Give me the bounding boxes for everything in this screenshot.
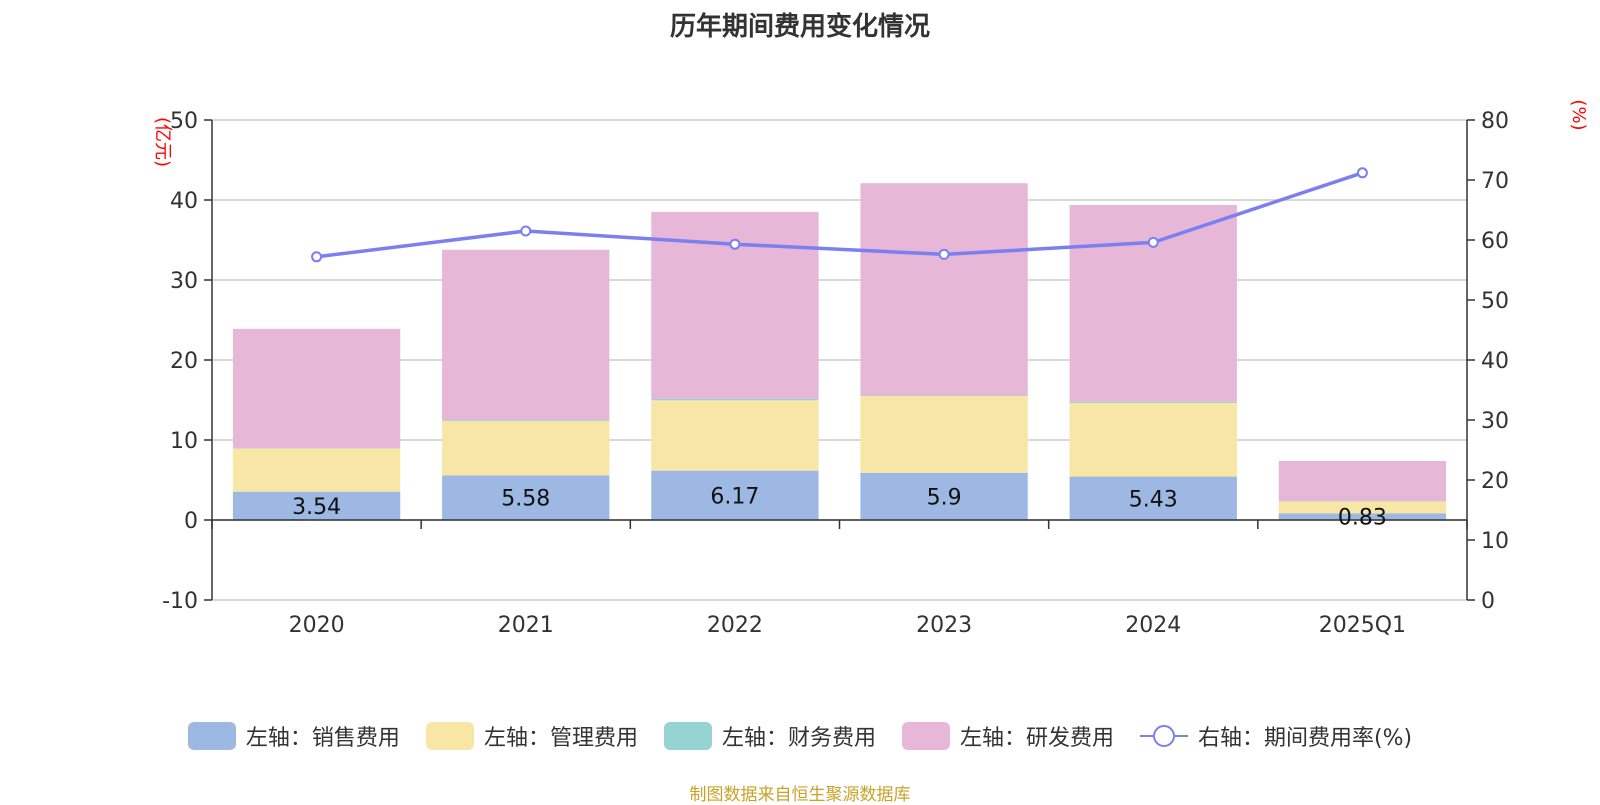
bar-admin: [442, 421, 609, 475]
bar-admin: [651, 400, 818, 470]
right-tick-label: 80: [1481, 109, 1509, 134]
legend: 左轴：销售费用 左轴：管理费用 左轴：财务费用 左轴：研发费用 右轴：期间费用率…: [0, 720, 1600, 752]
legend-item-admin[interactable]: 左轴：管理费用: [426, 720, 638, 752]
legend-label: 左轴：管理费用: [484, 720, 638, 752]
bar-admin: [233, 448, 400, 491]
legend-swatch-sales: [188, 722, 236, 750]
data-label: 0.83: [1338, 506, 1387, 531]
data-label: 3.54: [292, 495, 341, 520]
data-label: 5.9: [927, 485, 962, 510]
x-tick-label: 2023: [916, 613, 972, 638]
legend-label: 左轴：销售费用: [246, 720, 400, 752]
bars: [233, 183, 1446, 520]
bar-rd: [1279, 461, 1446, 501]
bar-finance: [1070, 402, 1237, 403]
data-label: 6.17: [710, 484, 759, 509]
legend-item-rate[interactable]: 右轴：期间费用率(%): [1140, 720, 1412, 752]
left-tick-label: 40: [170, 189, 198, 214]
rate-point: [940, 250, 949, 259]
right-axis-unit: (%): [1568, 99, 1589, 130]
bar-rd: [1070, 205, 1237, 402]
right-tick-label: 50: [1481, 289, 1509, 314]
left-tick-label: -10: [162, 589, 198, 614]
legend-label: 右轴：期间费用率(%): [1198, 720, 1412, 752]
source-note: 制图数据来自恒生聚源数据库: [0, 780, 1600, 805]
left-tick-label: 0: [184, 509, 198, 534]
legend-label: 左轴：研发费用: [960, 720, 1114, 752]
right-tick-label: 10: [1481, 529, 1509, 554]
rate-point: [521, 227, 530, 236]
right-tick-label: 30: [1481, 409, 1509, 434]
right-tick-label: 20: [1481, 469, 1509, 494]
legend-label: 左轴：财务费用: [722, 720, 876, 752]
bar-admin: [860, 396, 1027, 473]
legend-line-marker-icon: [1140, 722, 1188, 750]
x-tick-label: 2020: [289, 613, 345, 638]
legend-swatch-finance: [664, 722, 712, 750]
rate-point: [1149, 238, 1158, 247]
data-label: 5.43: [1129, 487, 1178, 512]
left-tick-label: 10: [170, 429, 198, 454]
x-tick-label: 2021: [498, 613, 554, 638]
x-tick-label: 2025Q1: [1319, 613, 1406, 638]
legend-item-sales[interactable]: 左轴：销售费用: [188, 720, 400, 752]
right-tick-label: 70: [1481, 169, 1509, 194]
legend-swatch-admin: [426, 722, 474, 750]
right-tick-label: 40: [1481, 349, 1509, 374]
rate-point: [1358, 168, 1367, 177]
right-tick-label: 60: [1481, 229, 1509, 254]
left-tick-label: 50: [170, 109, 198, 134]
bar-finance: [442, 420, 609, 421]
legend-item-finance[interactable]: 左轴：财务费用: [664, 720, 876, 752]
x-tick-label: 2022: [707, 613, 763, 638]
bar-rd: [233, 329, 400, 448]
bar-rd: [442, 250, 609, 420]
left-tick-label: 20: [170, 349, 198, 374]
bar-rd: [860, 183, 1027, 395]
data-label: 5.58: [501, 487, 550, 512]
bar-finance: [651, 399, 818, 400]
legend-item-rd[interactable]: 左轴：研发费用: [902, 720, 1114, 752]
x-tick-label: 2024: [1125, 613, 1181, 638]
left-tick-label: 30: [170, 269, 198, 294]
rate-point: [730, 240, 739, 249]
legend-swatch-rd: [902, 722, 950, 750]
right-tick-label: 0: [1481, 589, 1495, 614]
bar-admin: [1070, 403, 1237, 477]
bar-finance: [860, 395, 1027, 396]
rate-point: [312, 252, 321, 261]
left-axis-unit: (亿元): [152, 117, 173, 167]
